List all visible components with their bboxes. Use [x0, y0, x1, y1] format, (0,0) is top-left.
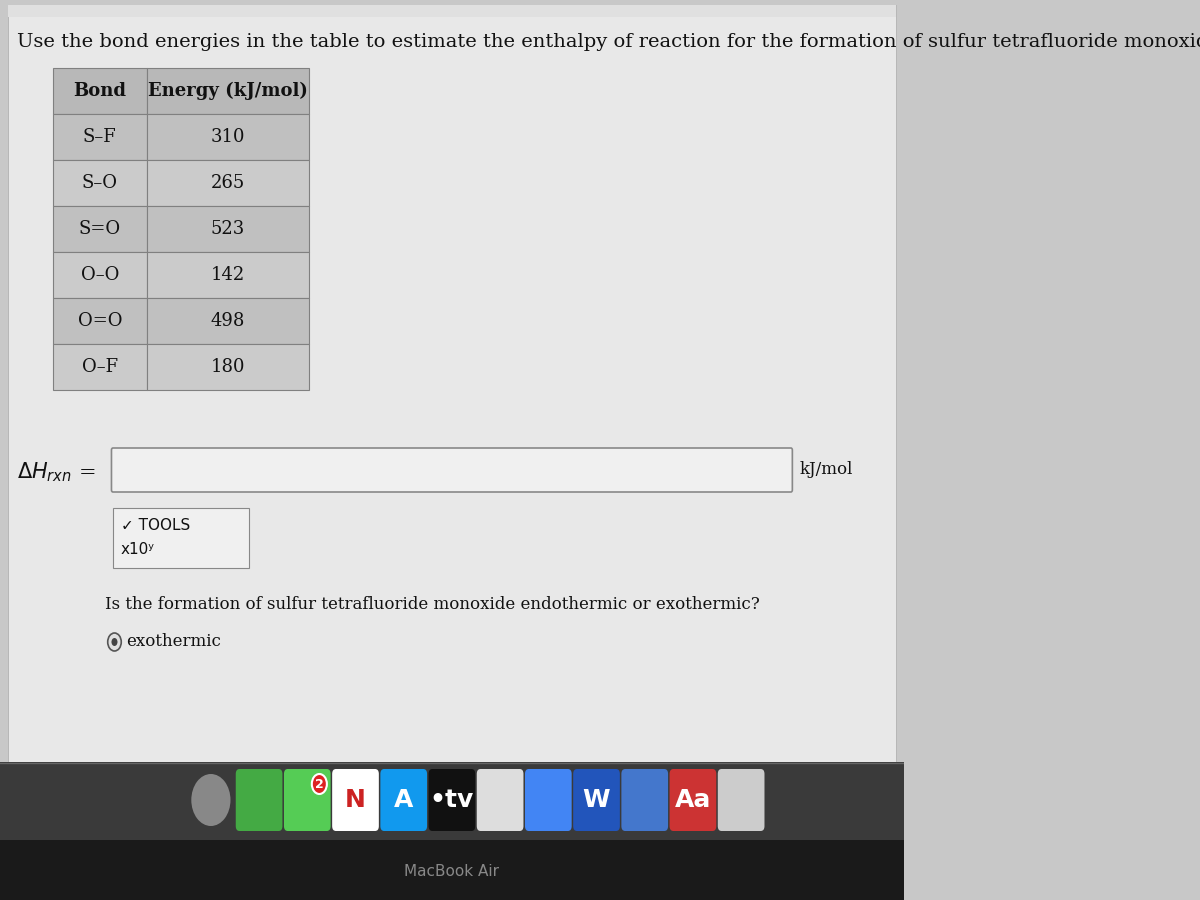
FancyBboxPatch shape: [146, 114, 308, 160]
FancyBboxPatch shape: [53, 68, 146, 114]
FancyBboxPatch shape: [146, 298, 308, 344]
FancyBboxPatch shape: [380, 769, 427, 831]
Text: 523: 523: [211, 220, 245, 238]
FancyBboxPatch shape: [332, 769, 379, 831]
FancyBboxPatch shape: [113, 508, 248, 568]
Text: MacBook Air: MacBook Air: [404, 865, 499, 879]
FancyBboxPatch shape: [7, 5, 896, 17]
FancyBboxPatch shape: [146, 160, 308, 206]
Circle shape: [112, 638, 118, 646]
Text: Bond: Bond: [73, 82, 126, 100]
FancyBboxPatch shape: [476, 769, 523, 831]
Circle shape: [191, 774, 230, 826]
Text: Energy (kJ/mol): Energy (kJ/mol): [148, 82, 307, 100]
Text: S=O: S=O: [79, 220, 121, 238]
Circle shape: [312, 774, 326, 794]
FancyBboxPatch shape: [146, 68, 308, 114]
FancyBboxPatch shape: [235, 769, 282, 831]
FancyBboxPatch shape: [146, 344, 308, 390]
Text: S–F: S–F: [83, 128, 116, 146]
FancyBboxPatch shape: [146, 206, 308, 252]
Text: W: W: [583, 788, 611, 812]
FancyBboxPatch shape: [622, 769, 668, 831]
Text: O–O: O–O: [80, 266, 119, 284]
FancyBboxPatch shape: [53, 114, 146, 160]
Text: A: A: [394, 788, 413, 812]
Text: 310: 310: [210, 128, 245, 146]
FancyBboxPatch shape: [7, 5, 896, 765]
Text: 180: 180: [210, 358, 245, 376]
FancyBboxPatch shape: [284, 769, 331, 831]
FancyBboxPatch shape: [670, 769, 716, 831]
FancyBboxPatch shape: [53, 160, 146, 206]
FancyBboxPatch shape: [574, 769, 620, 831]
Text: 2: 2: [314, 778, 324, 790]
FancyBboxPatch shape: [428, 769, 475, 831]
FancyBboxPatch shape: [53, 206, 146, 252]
Text: x10ʸ: x10ʸ: [120, 543, 155, 557]
Text: kJ/mol: kJ/mol: [800, 462, 853, 479]
Text: 265: 265: [211, 174, 245, 192]
FancyBboxPatch shape: [112, 448, 792, 492]
FancyBboxPatch shape: [0, 762, 904, 900]
Text: O=O: O=O: [78, 312, 122, 330]
Text: S–O: S–O: [82, 174, 118, 192]
Text: exothermic: exothermic: [126, 634, 222, 651]
Text: O–F: O–F: [82, 358, 118, 376]
Text: ✓ TOOLS: ✓ TOOLS: [120, 518, 190, 534]
FancyBboxPatch shape: [524, 769, 571, 831]
FancyBboxPatch shape: [53, 298, 146, 344]
Text: $\Delta H_{rxn}$ =: $\Delta H_{rxn}$ =: [17, 460, 95, 484]
FancyBboxPatch shape: [146, 252, 308, 298]
FancyBboxPatch shape: [53, 344, 146, 390]
FancyBboxPatch shape: [0, 840, 904, 900]
Text: Is the formation of sulfur tetrafluoride monoxide endothermic or exothermic?: Is the formation of sulfur tetrafluoride…: [106, 596, 760, 613]
Circle shape: [108, 633, 121, 651]
Text: 498: 498: [211, 312, 245, 330]
Text: N: N: [346, 788, 366, 812]
Text: Aa: Aa: [674, 788, 712, 812]
Text: 142: 142: [211, 266, 245, 284]
Text: Use the bond energies in the table to estimate the enthalpy of reaction for the : Use the bond energies in the table to es…: [17, 33, 1200, 51]
FancyBboxPatch shape: [718, 769, 764, 831]
Text: •tv: •tv: [430, 788, 474, 812]
FancyBboxPatch shape: [53, 252, 146, 298]
